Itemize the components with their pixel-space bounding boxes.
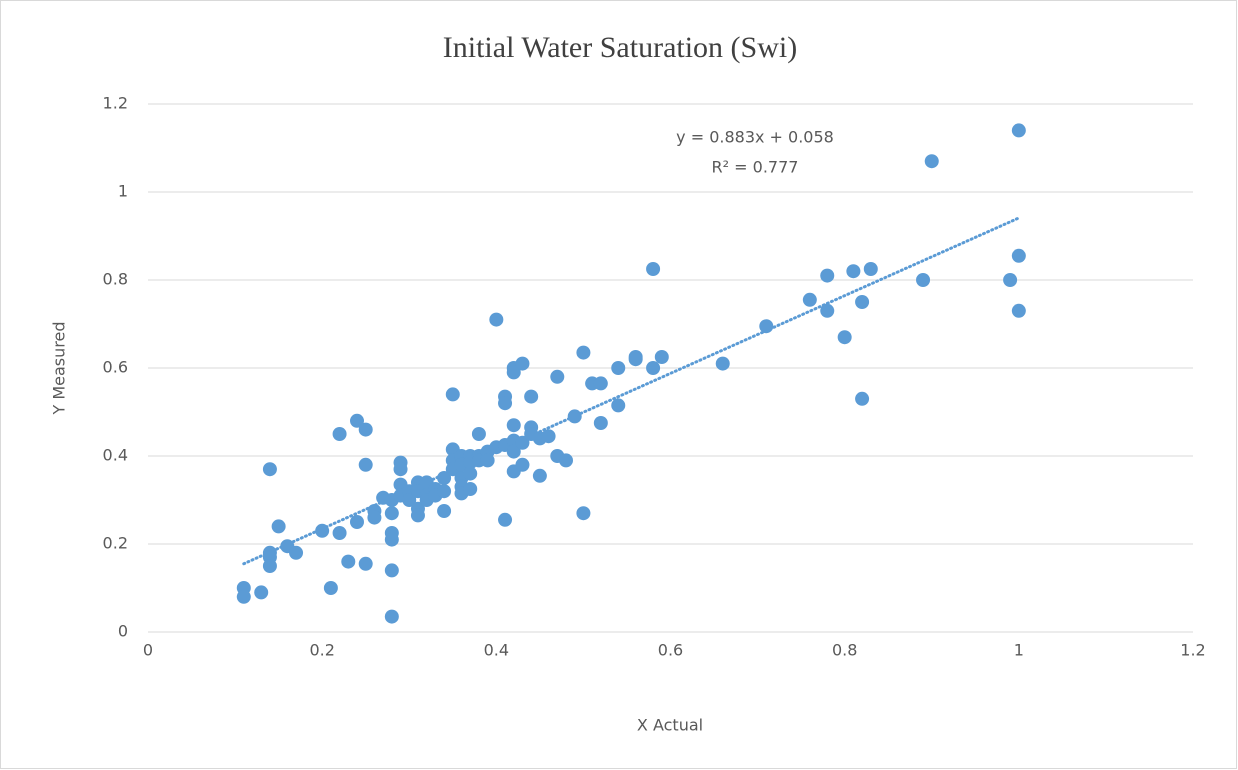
data-point bbox=[315, 523, 330, 538]
trend-equation: y = 0.883x + 0.058 bbox=[676, 128, 834, 147]
data-point bbox=[593, 416, 608, 430]
data-point bbox=[437, 484, 452, 499]
data-point bbox=[559, 453, 573, 468]
data-point bbox=[410, 508, 425, 523]
y-tick-label: 0.2 bbox=[103, 534, 128, 553]
data-point bbox=[855, 391, 870, 406]
data-point bbox=[350, 515, 364, 529]
x-tick-label: 0 bbox=[143, 641, 153, 660]
data-point bbox=[820, 303, 835, 318]
data-point bbox=[437, 504, 452, 518]
data-point bbox=[646, 361, 661, 375]
data-point bbox=[576, 506, 591, 521]
data-point bbox=[1003, 273, 1018, 287]
data-point bbox=[393, 462, 408, 477]
data-point bbox=[515, 457, 530, 472]
x-tick-label: 0.2 bbox=[309, 641, 334, 660]
data-point bbox=[576, 345, 591, 360]
data-point bbox=[358, 457, 373, 472]
data-point bbox=[236, 589, 251, 604]
data-point bbox=[532, 468, 547, 483]
x-tick-label: 1.2 bbox=[1180, 641, 1205, 660]
data-point bbox=[611, 361, 626, 375]
data-point bbox=[802, 292, 817, 307]
data-point bbox=[855, 295, 870, 309]
data-point bbox=[471, 427, 486, 441]
y-tick-label: 0.4 bbox=[103, 446, 128, 465]
data-point bbox=[332, 427, 347, 441]
data-point bbox=[498, 512, 513, 527]
data-point bbox=[367, 510, 382, 525]
data-point bbox=[358, 556, 373, 571]
data-point bbox=[515, 435, 530, 450]
data-point bbox=[384, 506, 399, 521]
data-point bbox=[480, 453, 495, 468]
x-tick-label: 0.4 bbox=[484, 641, 509, 660]
trend-r-squared: R² = 0.777 bbox=[712, 158, 799, 177]
y-tick-label: 1 bbox=[118, 182, 128, 201]
data-point bbox=[916, 273, 931, 287]
data-point bbox=[506, 365, 521, 380]
data-point bbox=[437, 471, 452, 485]
data-point bbox=[924, 154, 939, 169]
data-point bbox=[1011, 248, 1026, 263]
data-point bbox=[863, 262, 878, 276]
data-point bbox=[628, 352, 643, 367]
data-point bbox=[350, 413, 364, 428]
y-tick-label: 1.2 bbox=[103, 94, 128, 113]
data-point bbox=[463, 482, 478, 496]
chart-title: Initial Water Saturation (Swi) bbox=[443, 31, 797, 64]
data-point bbox=[515, 356, 530, 371]
data-point bbox=[262, 559, 277, 573]
data-point bbox=[837, 330, 852, 345]
data-point bbox=[1011, 303, 1026, 318]
data-point bbox=[489, 312, 504, 327]
x-tick-label: 1 bbox=[1014, 641, 1024, 660]
x-axis-title: X Actual bbox=[637, 716, 703, 735]
data-point bbox=[820, 268, 835, 283]
data-point bbox=[1011, 123, 1026, 138]
data-point bbox=[654, 350, 669, 364]
y-tick-label: 0.6 bbox=[103, 358, 128, 377]
data-point bbox=[402, 493, 417, 507]
data-point bbox=[550, 369, 565, 384]
data-point bbox=[646, 262, 661, 276]
data-point bbox=[262, 462, 277, 477]
data-point bbox=[384, 563, 399, 578]
data-point bbox=[323, 581, 338, 595]
y-axis-title: Y Measured bbox=[50, 321, 69, 415]
data-point bbox=[506, 418, 521, 433]
data-point bbox=[541, 429, 556, 444]
data-point bbox=[759, 319, 774, 334]
data-point bbox=[498, 396, 513, 411]
y-tick-label: 0 bbox=[118, 622, 128, 641]
data-point bbox=[524, 389, 539, 404]
data-point bbox=[384, 532, 399, 547]
data-point bbox=[593, 376, 608, 391]
data-point bbox=[332, 526, 347, 540]
data-point bbox=[506, 444, 521, 459]
data-point bbox=[341, 554, 356, 569]
data-point bbox=[358, 422, 373, 437]
data-point bbox=[289, 545, 304, 560]
data-point bbox=[384, 609, 399, 624]
data-point bbox=[715, 356, 730, 371]
data-point bbox=[567, 409, 582, 424]
data-point bbox=[254, 585, 269, 600]
data-point bbox=[445, 387, 460, 402]
x-tick-label: 0.6 bbox=[658, 641, 683, 660]
data-point bbox=[271, 519, 286, 534]
y-tick-label: 0.8 bbox=[103, 270, 128, 289]
data-point bbox=[463, 466, 478, 481]
data-point bbox=[846, 264, 861, 279]
x-tick-label: 0.8 bbox=[832, 641, 857, 660]
data-point bbox=[611, 398, 626, 413]
